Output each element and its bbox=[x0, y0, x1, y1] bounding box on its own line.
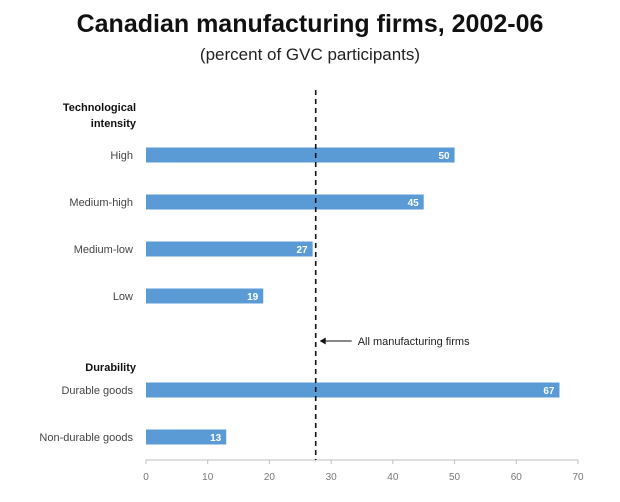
category-label: Non-durable goods bbox=[39, 432, 133, 444]
category-label: Low bbox=[113, 291, 133, 303]
x-tick-label: 40 bbox=[387, 472, 399, 483]
x-tick-label: 70 bbox=[572, 472, 584, 483]
data-label: 19 bbox=[247, 292, 259, 303]
category-label: Durable goods bbox=[61, 385, 133, 397]
x-tick-label: 50 bbox=[449, 472, 461, 483]
chart-title: Canadian manufacturing firms, 2002-06 bbox=[76, 10, 544, 38]
group-label: Technological bbox=[63, 102, 136, 114]
x-tick-label: 20 bbox=[264, 472, 276, 483]
bar bbox=[146, 288, 264, 304]
x-tick-label: 10 bbox=[202, 472, 214, 483]
x-tick-label: 0 bbox=[143, 472, 149, 483]
data-label: 67 bbox=[543, 386, 555, 397]
x-tick-label: 60 bbox=[511, 472, 523, 483]
x-tick-label: 30 bbox=[326, 472, 338, 483]
bar bbox=[146, 382, 560, 398]
data-label: 13 bbox=[210, 433, 222, 444]
data-label: 45 bbox=[408, 198, 420, 209]
data-label: 27 bbox=[297, 245, 309, 256]
category-label: Medium-low bbox=[74, 244, 133, 256]
group-label: intensity bbox=[91, 118, 137, 130]
data-label: 50 bbox=[438, 151, 450, 162]
bar bbox=[146, 194, 424, 210]
group-label: Durability bbox=[85, 362, 137, 374]
bar bbox=[146, 147, 455, 163]
annotation-arrow-head bbox=[319, 337, 326, 345]
chart-subtitle: (percent of GVC participants) bbox=[199, 45, 421, 64]
bar bbox=[146, 429, 227, 445]
bar bbox=[146, 241, 313, 257]
reference-line-label: All manufacturing firms bbox=[358, 336, 470, 348]
category-label: High bbox=[110, 150, 133, 162]
category-label: Medium-high bbox=[69, 197, 133, 209]
